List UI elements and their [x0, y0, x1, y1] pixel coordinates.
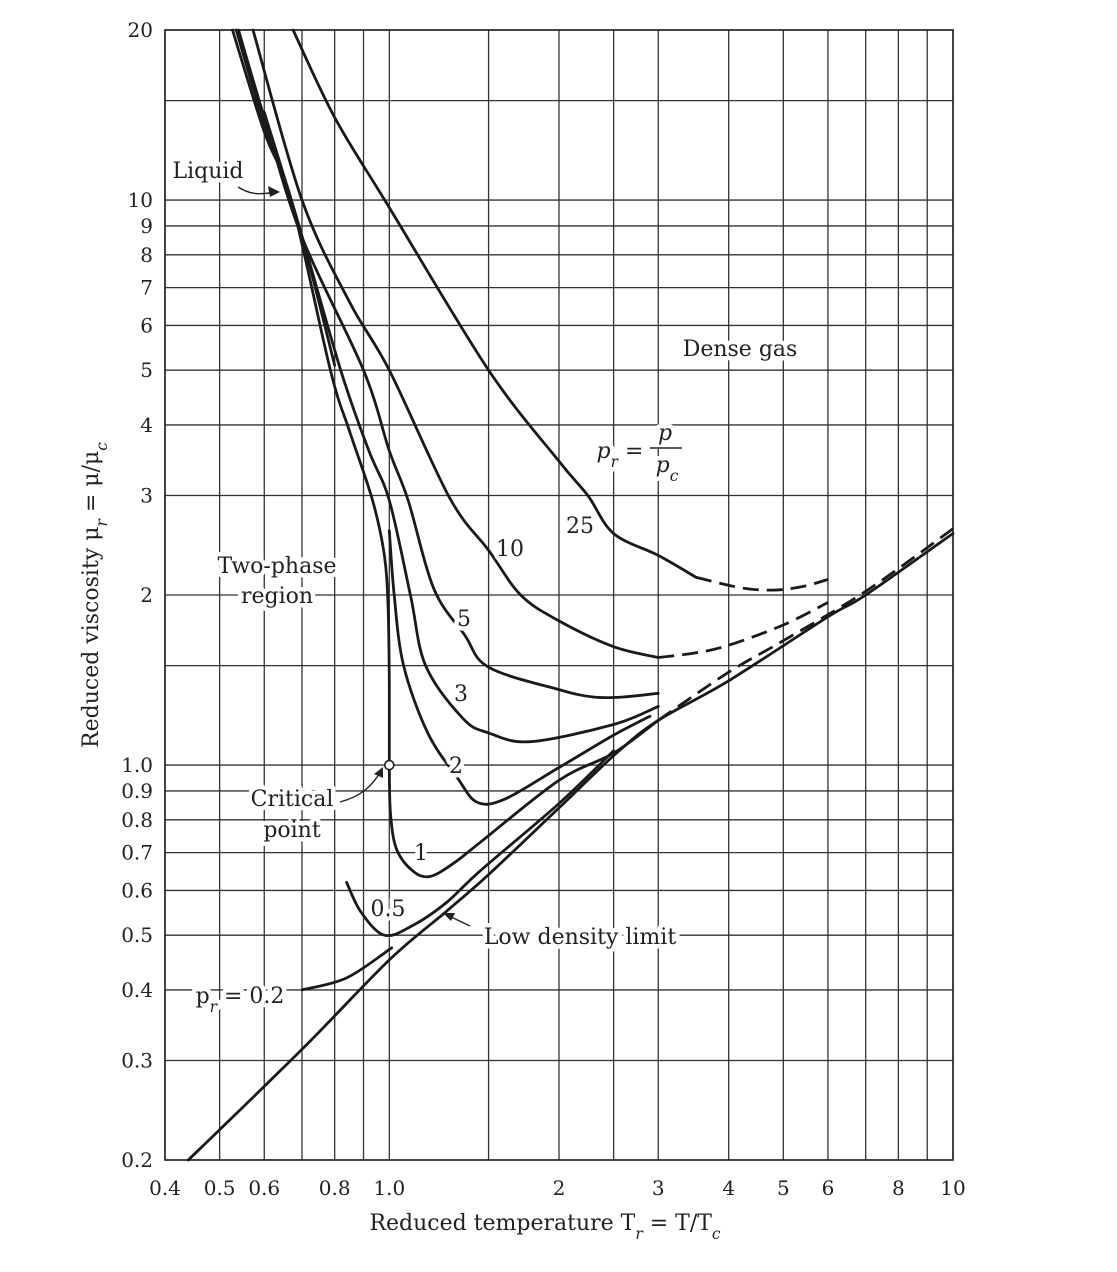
reduced-pressure-definition: pr = p pc	[592, 417, 683, 490]
y-tick-label: 0.9	[121, 779, 153, 803]
low-density-limit-label: Low density limit	[484, 925, 677, 950]
curve-5	[237, 28, 660, 700]
x-tick-label: 0.5	[204, 1176, 236, 1200]
y-tick-label: 10	[128, 188, 153, 212]
two-phase-label-line1: Two-phase	[217, 554, 336, 579]
x-tick-label: 5	[777, 1176, 790, 1200]
x-tick-label: 6	[822, 1176, 835, 1200]
y-tick-label: 0.8	[121, 808, 153, 832]
x-tick-label: 3	[652, 1176, 665, 1200]
curve-label: 3	[454, 682, 468, 707]
dense-gas-label: Dense gas	[683, 337, 798, 362]
critical-point-label-line1: Critical	[251, 787, 334, 812]
critical-point-label-line2: point	[263, 818, 321, 843]
y-tick-label: 9	[140, 214, 153, 238]
liquid-label: Liquid	[172, 159, 243, 184]
x-tick-label: 4	[722, 1176, 735, 1200]
curve-3	[234, 28, 660, 744]
curve-p-r-0.2	[300, 946, 394, 992]
y-tick-label: 0.6	[121, 878, 153, 902]
y-tick-label: 0.2	[121, 1148, 153, 1172]
curve-label: 5	[457, 607, 471, 632]
x-tick-label: 1.0	[373, 1176, 405, 1200]
y-tick-label: 1.0	[121, 753, 153, 777]
liquid-arrowhead-icon	[268, 186, 280, 197]
y-tick-label: 6	[140, 313, 153, 337]
y-tick-label: 20	[128, 18, 153, 42]
y-axis-title: Reduced viscosity μr = μ/μc	[79, 442, 111, 748]
curve-0.5	[345, 749, 615, 938]
two-phase-label-line2: region	[241, 584, 313, 609]
y-tick-label: 0.5	[121, 923, 153, 947]
curve-liquid-branch	[262, 110, 337, 367]
curve-label: 2	[449, 754, 463, 779]
y-tick-label: 0.7	[121, 841, 153, 865]
curve-label: 0.5	[371, 897, 406, 922]
curve-label: 1	[414, 841, 428, 866]
curve-label: pr = 0.2	[196, 984, 285, 1016]
plot-frame	[164, 29, 954, 1161]
low-density-arrowhead-icon	[443, 913, 455, 921]
curve-low-density-limit	[186, 532, 955, 1162]
curve-10	[251, 28, 660, 659]
pr-definition-lhs: pr =	[597, 439, 644, 471]
curve-label: 10	[496, 537, 524, 562]
y-tick-label: 0.4	[121, 978, 153, 1002]
curve-25-extrapolated	[695, 575, 829, 592]
critical-point-arrow-icon	[339, 770, 382, 803]
curve-1	[231, 28, 660, 879]
critical-point-arrowhead-icon	[374, 767, 383, 778]
x-tick-label: 0.4	[149, 1176, 181, 1200]
y-tick-label: 3	[140, 484, 153, 508]
tick-labels: 0.4 0.5 0.6 0.8 1.0 2 3 4 5 6 8 10 0.2 0.3 0.4 0.5 0.6 0.…	[121, 18, 966, 1200]
critical-point-marker	[384, 759, 395, 771]
y-tick-label: 8	[140, 243, 153, 267]
curve-label: 25	[566, 514, 594, 539]
x-tick-label: 0.8	[319, 1176, 351, 1200]
y-tick-label: 5	[140, 358, 153, 382]
x-tick-label: 0.6	[248, 1176, 280, 1200]
y-tick-label: 7	[140, 276, 153, 300]
pr-definition-numerator: p	[658, 421, 672, 446]
curve-1-extrapolated	[657, 527, 954, 722]
x-axis-title: Reduced temperature Tr = T/Tc	[369, 1211, 720, 1243]
x-tick-label: 10	[940, 1176, 965, 1200]
pr-definition-denominator: pc	[656, 453, 679, 485]
curve-25	[291, 28, 698, 579]
x-tick-label: 2	[553, 1176, 566, 1200]
y-tick-label: 2	[140, 583, 153, 607]
curve-10-extrapolated	[658, 601, 829, 659]
y-tick-label: 4	[140, 413, 153, 437]
y-tick-label: 0.3	[121, 1049, 153, 1073]
curves	[186, 28, 955, 1162]
x-tick-label: 8	[892, 1176, 905, 1200]
curve-2	[387, 529, 652, 806]
